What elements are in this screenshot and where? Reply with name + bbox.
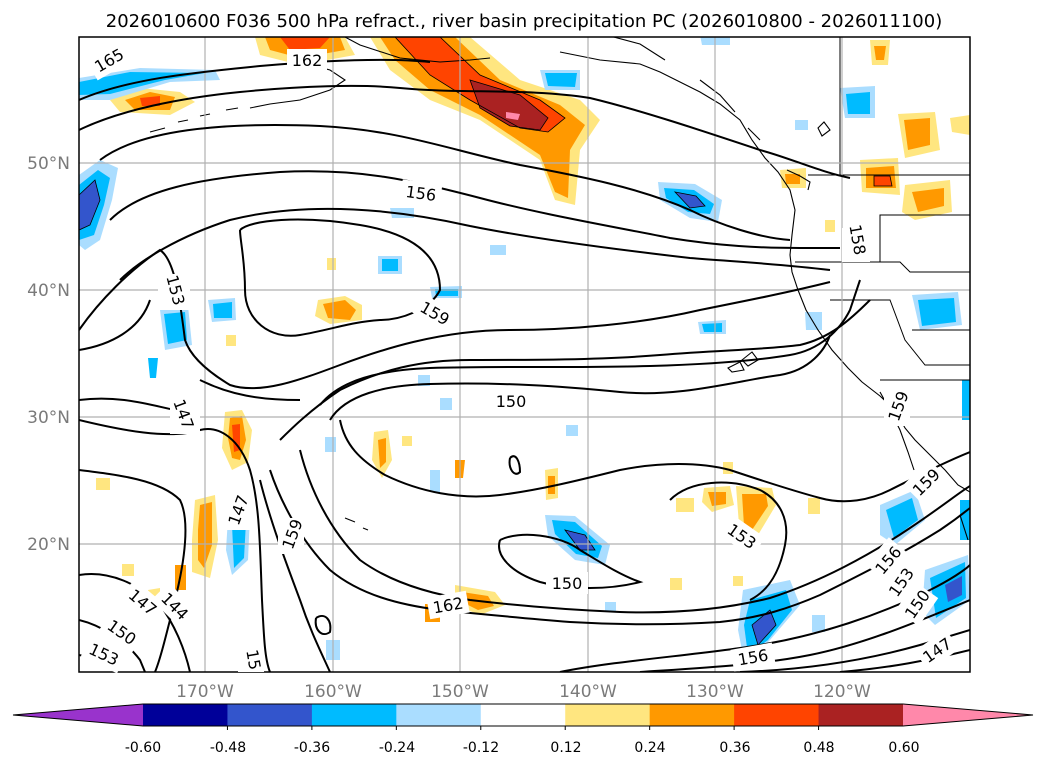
longitude-labels: 170°W 160°W 150°W 140°W 130°W 120°W — [176, 682, 871, 702]
latitude-labels: 50°N 40°N 30°N 20°N — [27, 154, 70, 555]
contour-label: 150 — [496, 392, 527, 411]
contour-label: 156 — [404, 182, 437, 205]
colorbar-tick-label: 0.60 — [888, 740, 919, 756]
colorbar-segment — [818, 704, 904, 726]
colorbar-outline — [12, 703, 1034, 727]
colorbar-tick-label: 0.12 — [550, 740, 581, 756]
colorbar-tick-label: 0.36 — [719, 740, 750, 756]
lat-label: 50°N — [27, 154, 70, 174]
lon-label: 120°W — [813, 682, 871, 702]
colorbar-segment — [480, 704, 566, 726]
colorbar-segment — [227, 704, 313, 726]
lon-label: 130°W — [686, 682, 744, 702]
map-frame — [78, 36, 971, 673]
colorbar-segment — [143, 704, 228, 726]
map-content — [79, 37, 970, 672]
colorbar — [12, 703, 1034, 730]
colorbar-tick-label: 0.48 — [803, 740, 834, 756]
colorbar-segment — [734, 704, 820, 726]
colorbar-ticks: -0.60 -0.48 -0.36 -0.24 -0.12 0.12 0.24 … — [125, 740, 920, 756]
colorbar-tick-label: -0.24 — [379, 740, 415, 756]
lat-label: 20°N — [27, 535, 70, 555]
colorbar-tick-label: -0.36 — [294, 740, 330, 756]
colorbar-extend-low — [13, 704, 143, 726]
colorbar-tick-label: -0.48 — [210, 740, 246, 756]
contour-label: 150 — [552, 574, 583, 593]
colorbar-tick-label: 0.24 — [634, 740, 665, 756]
lat-label: 30°N — [27, 408, 70, 428]
colorbar-segment — [649, 704, 735, 726]
lon-label: 140°W — [559, 682, 617, 702]
colorbar-segment — [396, 704, 482, 726]
colorbar-segment — [311, 704, 397, 726]
figure-title: 2026010600 F036 500 hPa refract., river … — [106, 11, 942, 32]
lon-label: 150°W — [431, 682, 489, 702]
colorbar-tick-label: -0.12 — [463, 740, 499, 756]
lat-label: 40°N — [27, 281, 70, 301]
lon-label: 170°W — [176, 682, 234, 702]
lon-label: 160°W — [304, 682, 362, 702]
colorbar-tick-label: -0.60 — [125, 740, 161, 756]
contour-labels: 165 162 156 158 153 159 147 150 159 147 … — [80, 39, 960, 674]
colorbar-segment — [565, 704, 651, 726]
graticule — [79, 37, 970, 672]
contour-label: 162 — [292, 51, 323, 70]
colorbar-extend-high — [903, 704, 1033, 726]
contour-label: 15 — [242, 648, 264, 671]
refractivity-contours — [79, 58, 970, 672]
